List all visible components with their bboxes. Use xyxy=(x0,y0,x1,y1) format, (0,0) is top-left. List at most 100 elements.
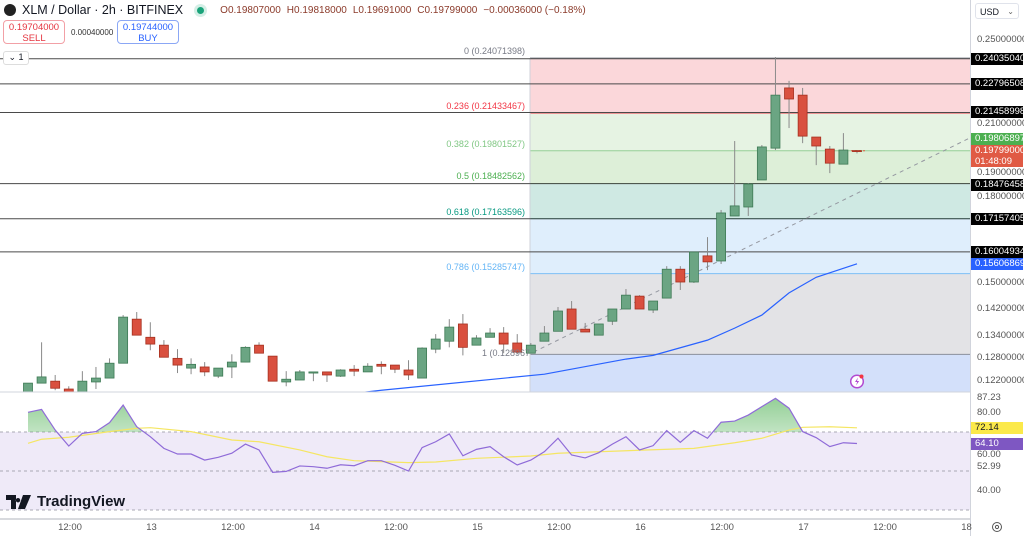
candle xyxy=(349,365,360,377)
candle-body xyxy=(716,212,726,262)
rsi-overbought-fill xyxy=(28,398,857,432)
price-tick: 0.25000000 xyxy=(977,34,1024,45)
sell-button[interactable]: 0.19704000 SELL xyxy=(3,20,65,44)
candle xyxy=(430,334,441,354)
candle-body xyxy=(634,295,645,310)
candle xyxy=(797,87,808,144)
time-label: 12:00 xyxy=(384,522,408,533)
candle-body xyxy=(104,362,115,379)
candle xyxy=(444,319,455,348)
price-tick: 0.13400000 xyxy=(977,330,1024,342)
candle xyxy=(512,334,523,355)
candle xyxy=(580,322,591,333)
buy-label: BUY xyxy=(138,33,158,44)
moving-average xyxy=(360,150,865,392)
buy-price: 0.19744000 xyxy=(122,22,174,33)
lightning-icon[interactable] xyxy=(849,373,865,389)
symbol-title[interactable]: XLM / Dollar · 2h · BITFINEX xyxy=(22,3,184,17)
candle-body xyxy=(702,255,713,263)
candle xyxy=(213,367,224,379)
rsi-tick: 87.23 xyxy=(977,392,1001,404)
price-marker: 0.15606869 xyxy=(971,257,1024,270)
price-marker: 0.17157405 xyxy=(971,212,1024,225)
fib-label-0.618: 0.618 (0.17163596) xyxy=(446,206,525,217)
price-tick: 0.21000000 xyxy=(977,117,1024,129)
candle-body xyxy=(240,346,251,363)
price-tick: 0.15000000 xyxy=(977,276,1024,288)
fib-label-1: 1 (0.128967 xyxy=(481,348,530,359)
candle-body xyxy=(444,326,455,342)
time-label: 13 xyxy=(146,522,157,533)
candle xyxy=(390,364,400,374)
candle xyxy=(729,141,740,217)
symbol-header: XLM / Dollar · 2h · BITFINEX O0.19807000… xyxy=(4,3,586,17)
candle-body xyxy=(553,310,563,332)
candle-body xyxy=(294,371,305,381)
candle-body xyxy=(852,150,862,152)
time-label: 12:00 xyxy=(873,522,897,533)
rsi-pane xyxy=(0,391,970,520)
candle xyxy=(254,342,264,354)
time-label: 12:00 xyxy=(221,522,245,533)
candle xyxy=(648,300,659,314)
candle xyxy=(811,136,822,166)
candle xyxy=(661,266,672,299)
tradingview-logo[interactable]: TradingView xyxy=(6,493,125,510)
spread-value: 0.00040000 xyxy=(71,27,114,37)
rsi-tick: 60.00 xyxy=(977,449,1001,461)
time-label: 18 xyxy=(961,522,972,533)
market-open-dot-icon xyxy=(197,6,205,14)
candle-body xyxy=(593,323,604,336)
chart-canvas[interactable] xyxy=(0,0,970,536)
open-key: O xyxy=(220,4,228,16)
candle xyxy=(784,80,794,129)
candle-body xyxy=(498,332,509,345)
candle-body xyxy=(661,268,672,299)
price-tick: 0.18000000 xyxy=(977,190,1024,202)
candle-body xyxy=(145,336,156,345)
price-marker: 0.19806897 xyxy=(971,132,1024,145)
candle xyxy=(539,326,550,342)
candle xyxy=(471,335,482,346)
candle xyxy=(457,314,468,356)
candle-body xyxy=(172,357,183,366)
candle xyxy=(362,363,373,373)
fib-label-0.382: 0.382 (0.19801527) xyxy=(446,138,525,149)
candle xyxy=(172,349,183,374)
candle-body xyxy=(50,380,61,389)
candles xyxy=(23,57,862,392)
candle xyxy=(158,340,169,358)
rsi-tick: 40.00 xyxy=(977,484,1001,496)
candle-body xyxy=(729,205,740,217)
indicators-toggle-button[interactable]: ⌄ 1 xyxy=(3,51,29,65)
time-label: 17 xyxy=(798,522,809,533)
candle xyxy=(77,371,88,392)
price-tick: 0.14200000 xyxy=(977,302,1024,314)
candle xyxy=(322,371,332,382)
candle-body xyxy=(689,251,699,283)
price-marker: 0.24035040 xyxy=(971,52,1024,65)
candle xyxy=(566,301,577,330)
stellar-logo-icon xyxy=(4,4,16,16)
candle xyxy=(675,266,686,290)
candle-body xyxy=(403,369,414,376)
currency-label: USD xyxy=(980,7,1000,17)
candle xyxy=(376,361,387,375)
currency-dropdown[interactable]: USD ⌄ xyxy=(975,3,1019,19)
candle xyxy=(186,358,196,375)
rsi-marker: 72.14 xyxy=(971,421,1023,434)
candle-body xyxy=(675,268,686,283)
last-price-marker: 0.19799000 01:48:09 xyxy=(971,144,1024,167)
buy-button[interactable]: 0.19744000 BUY xyxy=(117,20,179,44)
candle-body xyxy=(417,347,428,379)
gear-icon[interactable] xyxy=(991,521,1003,533)
candle-body xyxy=(158,344,169,358)
candle xyxy=(50,374,61,391)
candle-body xyxy=(281,378,292,383)
high-value: 0.19818000 xyxy=(294,4,347,16)
candle xyxy=(36,342,47,384)
low-key: L xyxy=(352,4,359,16)
candle xyxy=(593,323,604,336)
candle-body xyxy=(186,363,196,369)
candle-body xyxy=(335,369,346,377)
